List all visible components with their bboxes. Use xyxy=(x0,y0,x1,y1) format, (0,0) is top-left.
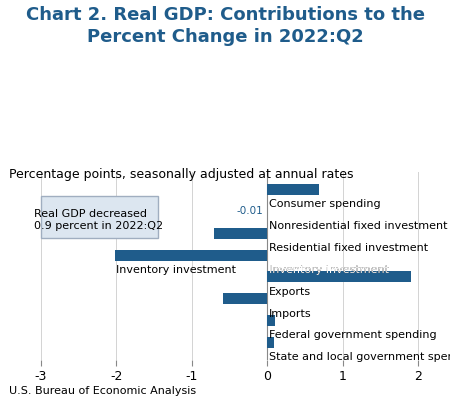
Bar xyxy=(214,228,267,239)
Text: Inventory investment: Inventory investment xyxy=(269,265,389,275)
Text: U.S. Bureau of Economic Analysis: U.S. Bureau of Economic Analysis xyxy=(9,386,196,396)
Bar xyxy=(224,293,267,304)
Text: Inventory investment: Inventory investment xyxy=(269,265,389,275)
Bar xyxy=(267,272,411,282)
Text: Residential fixed investment: Residential fixed investment xyxy=(269,243,428,253)
Bar xyxy=(266,206,267,217)
Text: State and local government spending: State and local government spending xyxy=(269,352,450,362)
Bar xyxy=(267,315,275,326)
Bar xyxy=(267,184,319,195)
FancyBboxPatch shape xyxy=(40,196,158,238)
Text: Imports: Imports xyxy=(269,309,311,319)
Text: Real GDP decreased
0.9 percent in 2022:Q2: Real GDP decreased 0.9 percent in 2022:Q… xyxy=(34,209,163,231)
Text: Consumer spending: Consumer spending xyxy=(269,199,380,209)
Text: Federal government spending: Federal government spending xyxy=(269,330,436,340)
Bar xyxy=(267,337,274,348)
Text: Nonresidential fixed investment: Nonresidential fixed investment xyxy=(269,221,447,231)
Text: Percentage points, seasonally adjusted at annual rates: Percentage points, seasonally adjusted a… xyxy=(9,168,354,181)
Text: Chart 2. Real GDP: Contributions to the
Percent Change in 2022:Q2: Chart 2. Real GDP: Contributions to the … xyxy=(26,6,424,46)
Bar xyxy=(116,250,267,260)
Text: -0.01: -0.01 xyxy=(237,206,264,216)
Text: Exports: Exports xyxy=(269,287,311,297)
Text: Inventory investment: Inventory investment xyxy=(116,265,236,275)
